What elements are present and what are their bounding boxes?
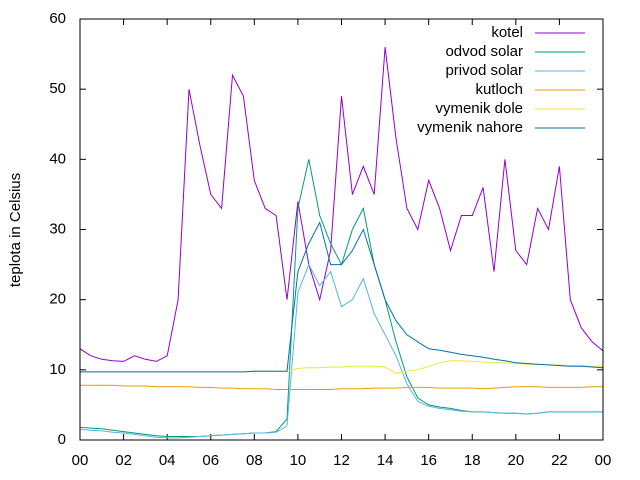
y-tick-label: 40 [49,150,66,167]
series-line [80,221,604,373]
x-tick-label: 00 [595,452,612,469]
x-tick-label: 12 [333,452,350,469]
legend-label: privod solar [445,62,523,79]
y-tick-label: 50 [49,80,66,97]
x-tick-label: 10 [290,452,307,469]
y-tick-label: 30 [49,220,66,237]
series-line [79,47,604,362]
y-tick-label: 0 [58,431,66,448]
x-tick-label: 16 [420,452,437,469]
series-line [79,263,603,439]
y-axis-label: teplota in Celsius [7,173,24,287]
y-tick-label: 60 [49,10,66,27]
x-tick-label: 20 [507,452,524,469]
legend-label: kutloch [475,81,523,98]
y-tick-label: 20 [49,291,66,308]
x-tick-label: 18 [464,452,481,469]
series-line [80,384,603,390]
legend-label: kotel [491,24,523,41]
series-line [79,159,603,437]
x-tick-label: 04 [159,452,176,469]
x-tick-label: 08 [246,452,263,469]
legend-label: odvod solar [445,43,523,60]
legend-label: vymenik dole [435,100,523,117]
plot-frame [79,18,604,441]
x-tick-label: 22 [551,452,568,469]
y-tick-label: 10 [49,361,66,378]
x-tick-label: 06 [202,452,219,469]
x-tick-label: 14 [377,452,394,469]
x-tick-label: 00 [72,452,89,469]
legend-label: vymenik nahore [417,119,523,136]
x-tick-label: 02 [115,452,132,469]
